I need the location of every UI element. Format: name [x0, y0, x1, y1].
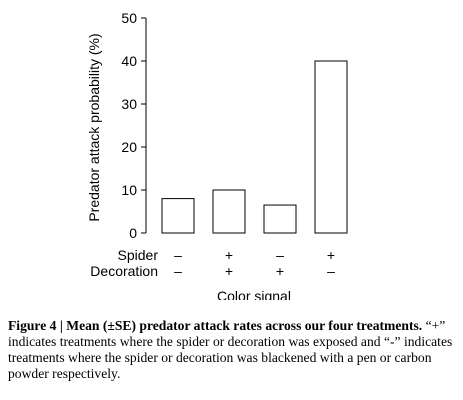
treatment-mark: –: [174, 247, 182, 263]
treatment-row-label: Decoration: [90, 263, 158, 279]
treatment-mark: –: [174, 263, 182, 279]
treatment-mark: +: [225, 247, 233, 263]
treatment-mark: –: [327, 263, 335, 279]
caption-title: Figure 4 | Mean (±SE) predator attack ra…: [8, 318, 423, 333]
y-tick-label: 0: [129, 225, 137, 241]
caption-text: “+” indicates treatments where the spide…: [8, 318, 453, 381]
y-tick-label: 50: [121, 10, 137, 26]
y-tick-label: 10: [121, 182, 137, 198]
bar: [212, 189, 246, 234]
bar: [314, 60, 348, 234]
treatment-mark: +: [225, 263, 233, 279]
y-tick-label: 30: [121, 96, 137, 112]
x-axis-label: Color signal: [217, 288, 291, 300]
treatment-mark: +: [327, 247, 335, 263]
bars: [161, 60, 348, 234]
treatment-mark: –: [276, 247, 284, 263]
figure-caption: Figure 4 | Mean (±SE) predator attack ra…: [8, 318, 458, 382]
bar: [263, 204, 297, 234]
y-tick-label: 40: [121, 53, 137, 69]
treatment-mark: +: [276, 263, 284, 279]
y-ticks: 0 10 20 30 40 50: [121, 10, 146, 241]
bar: [161, 198, 195, 234]
bar-chart: 0 10 20 30 40 50 Predator attack probability …: [86, 10, 348, 300]
y-axis-label: Predator attack probability (%): [86, 33, 102, 221]
y-tick-label: 20: [121, 139, 137, 155]
treatment-row-label: Spider: [118, 247, 159, 263]
treatment-rows: Spider – + – +Decoration – + + –: [90, 247, 335, 279]
